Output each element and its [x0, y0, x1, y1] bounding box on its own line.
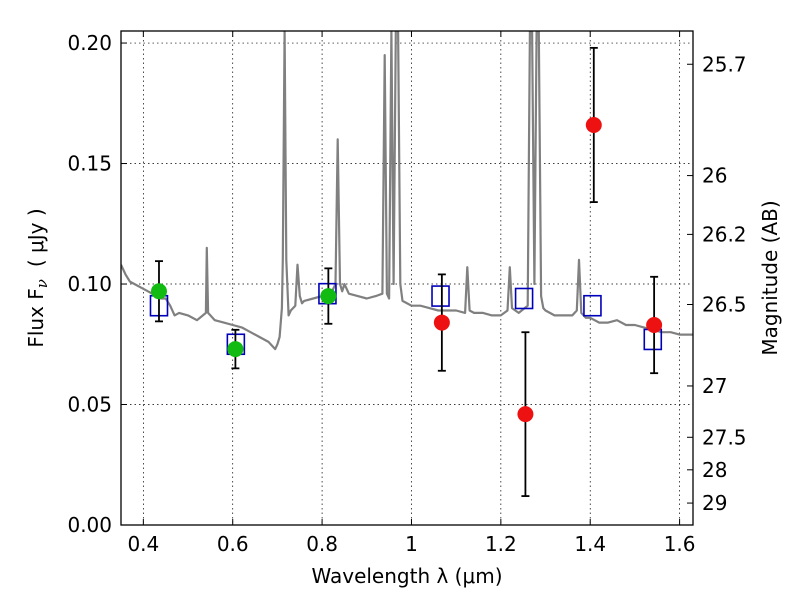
x-tick-label-4: 1.2	[485, 532, 517, 556]
optical-point-1	[227, 341, 244, 358]
optical-point-2	[320, 288, 337, 305]
spectrum-layer	[121, 31, 693, 351]
y-axis-label-left: Flux Fν ( μJy )	[24, 208, 51, 347]
nir-point-2	[585, 116, 602, 133]
x-tick-label-2: 0.8	[306, 532, 338, 556]
y-tick-label-2: 0.10	[67, 272, 112, 296]
x-axis-label: Wavelength λ (μm)	[311, 564, 502, 588]
y-tick-label-3: 0.15	[67, 152, 112, 176]
mag-tick-label-6: 28	[702, 458, 727, 482]
nir-point-0	[433, 314, 450, 331]
nir-point-3	[646, 316, 663, 333]
x-tick-label-0: 0.4	[127, 532, 159, 556]
x-tick-label-6: 1.6	[664, 532, 696, 556]
mag-tick-label-2: 26.2	[702, 222, 747, 246]
mag-tick-label-3: 26.5	[702, 293, 747, 317]
x-tick-label-1: 0.6	[217, 532, 249, 556]
y-axis-label-text: Flux F	[24, 288, 48, 347]
points-layer	[149, 46, 663, 497]
y-tick-label-1: 0.05	[67, 393, 112, 417]
nir-point-1	[517, 406, 534, 423]
y-axis-label-unit: ( μJy )	[24, 208, 48, 267]
mag-tick-label-5: 27.5	[702, 425, 747, 449]
y-axis-label-subscript: ν	[33, 279, 51, 288]
plot-frame	[120, 30, 694, 526]
mag-tick-label-1: 26	[702, 164, 727, 188]
model-point-3	[431, 285, 450, 307]
spectrum-line	[121, 31, 693, 351]
optical-point-0	[150, 283, 167, 300]
x-tick-label-3: 1	[405, 532, 418, 556]
y-axis-label-right: Magnitude (AB)	[758, 200, 782, 355]
y-tick-label-4: 0.20	[67, 31, 112, 55]
model-point-5	[583, 294, 602, 317]
mag-tick-label-7: 29	[702, 491, 727, 515]
model-point-4	[514, 287, 534, 310]
mag-tick-label-0: 25.7	[702, 52, 747, 76]
mag-tick-label-4: 27	[702, 374, 727, 398]
x-tick-label-5: 1.4	[574, 532, 606, 556]
ticks: 0.4 0.6 0.8 1 1.2 1.4 1.6 0.00 0.05 0.10 0.15 0.20 2…	[67, 31, 747, 556]
y-tick-label-0: 0.00	[67, 513, 112, 537]
